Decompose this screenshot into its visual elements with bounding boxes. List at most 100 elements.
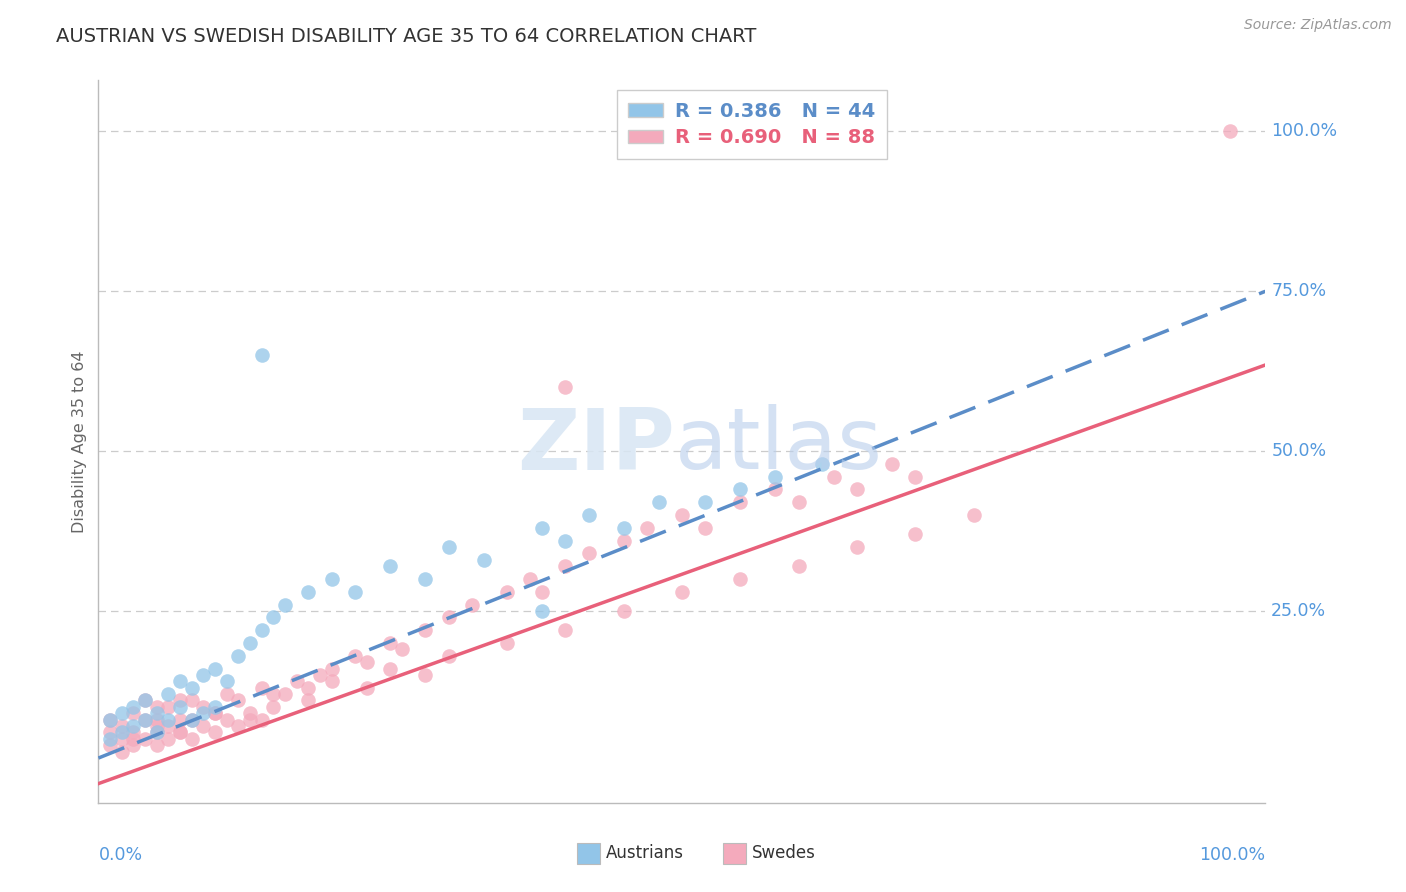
Point: [380, 661, 402, 675]
Point: [228, 693, 250, 707]
Point: [239, 636, 262, 650]
Point: [262, 610, 284, 624]
Point: [134, 731, 156, 746]
Point: [344, 584, 367, 599]
Point: [274, 687, 297, 701]
Point: [146, 725, 169, 739]
Point: [309, 668, 332, 682]
Point: [530, 521, 553, 535]
Point: [250, 623, 273, 637]
Point: [613, 521, 636, 535]
Point: [613, 533, 636, 548]
Point: [122, 706, 145, 721]
Point: [496, 584, 519, 599]
Point: [157, 731, 180, 746]
Point: [228, 719, 250, 733]
Point: [730, 483, 752, 497]
Point: [530, 584, 553, 599]
Point: [730, 572, 752, 586]
Point: [578, 546, 600, 560]
Point: [98, 738, 121, 752]
Text: 75.0%: 75.0%: [1271, 282, 1326, 301]
Point: [519, 572, 541, 586]
Point: [157, 713, 180, 727]
Point: [285, 674, 308, 689]
Text: Source: ZipAtlas.com: Source: ZipAtlas.com: [1244, 18, 1392, 32]
Point: [262, 699, 284, 714]
Point: [204, 706, 226, 721]
Point: [695, 495, 717, 509]
Point: [215, 687, 238, 701]
Legend: R = 0.386   N = 44, R = 0.690   N = 88: R = 0.386 N = 44, R = 0.690 N = 88: [617, 90, 887, 159]
Point: [134, 713, 156, 727]
Point: [763, 483, 786, 497]
Point: [250, 348, 273, 362]
Point: [356, 681, 378, 695]
Point: [880, 457, 903, 471]
Point: [321, 674, 343, 689]
Point: [204, 699, 226, 714]
Point: [787, 559, 810, 574]
Point: [134, 693, 156, 707]
Point: [146, 699, 169, 714]
Point: [193, 719, 215, 733]
Point: [554, 623, 576, 637]
Point: [344, 648, 367, 663]
Point: [193, 706, 215, 721]
Point: [413, 668, 436, 682]
Point: [671, 508, 693, 522]
Point: [180, 713, 202, 727]
Point: [239, 706, 262, 721]
Point: [695, 521, 717, 535]
Point: [962, 508, 984, 522]
Point: [297, 693, 319, 707]
Text: 50.0%: 50.0%: [1271, 442, 1326, 460]
Point: [274, 598, 297, 612]
Point: [111, 725, 134, 739]
Point: [157, 699, 180, 714]
Point: [613, 604, 636, 618]
Point: [671, 584, 693, 599]
Point: [134, 693, 156, 707]
Point: [437, 648, 460, 663]
Point: [321, 572, 343, 586]
Point: [98, 713, 121, 727]
Point: [437, 610, 460, 624]
Text: Austrians: Austrians: [606, 845, 685, 863]
Point: [472, 553, 495, 567]
Point: [530, 604, 553, 618]
Point: [193, 668, 215, 682]
Point: [169, 699, 191, 714]
Point: [554, 559, 576, 574]
Point: [250, 681, 273, 695]
Text: 100.0%: 100.0%: [1199, 847, 1265, 864]
Point: [262, 687, 284, 701]
Point: [239, 713, 262, 727]
Point: [146, 706, 169, 721]
Point: [413, 572, 436, 586]
Point: [146, 738, 169, 752]
Point: [122, 699, 145, 714]
Point: [437, 540, 460, 554]
Point: [111, 706, 134, 721]
Point: [811, 457, 834, 471]
Point: [763, 469, 786, 483]
Text: 25.0%: 25.0%: [1271, 602, 1326, 620]
Point: [98, 731, 121, 746]
Point: [169, 725, 191, 739]
Text: AUSTRIAN VS SWEDISH DISABILITY AGE 35 TO 64 CORRELATION CHART: AUSTRIAN VS SWEDISH DISABILITY AGE 35 TO…: [56, 27, 756, 45]
Bar: [723, 843, 747, 864]
Bar: [576, 843, 600, 864]
Point: [846, 540, 869, 554]
Point: [111, 719, 134, 733]
Point: [578, 508, 600, 522]
Point: [356, 655, 378, 669]
Point: [98, 725, 121, 739]
Point: [730, 495, 752, 509]
Text: Swedes: Swedes: [752, 845, 815, 863]
Point: [169, 674, 191, 689]
Point: [122, 738, 145, 752]
Point: [204, 706, 226, 721]
Point: [98, 713, 121, 727]
Point: [904, 527, 927, 541]
